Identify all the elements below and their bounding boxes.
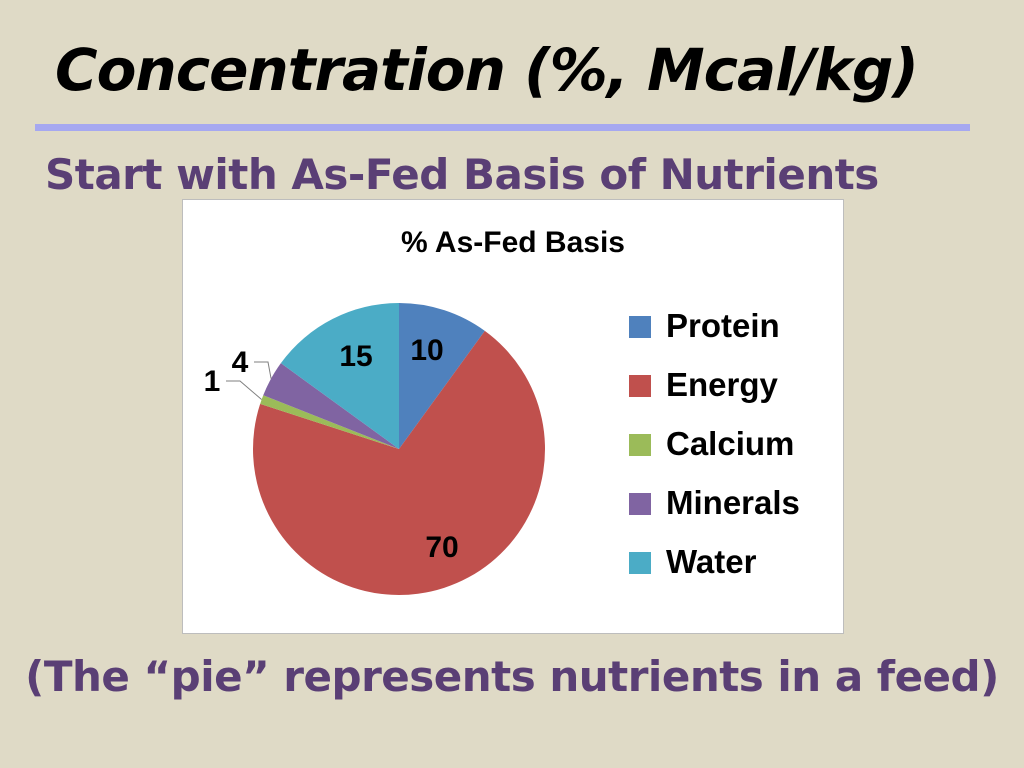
data-labels: 10 70 14 15 — [204, 334, 459, 564]
legend-swatch-energy — [629, 375, 651, 397]
slide-subtitle: Start with As-Fed Basis of Nutrients — [45, 150, 879, 199]
data-label-calcium: 1 — [204, 365, 221, 398]
data-label-energy: 70 — [425, 531, 458, 564]
pie-slices — [253, 303, 546, 595]
legend-label-protein: Protein — [666, 307, 780, 344]
legend-label-energy: Energy — [666, 366, 779, 403]
slide-caption: (The “pie” represents nutrients in a fee… — [25, 652, 999, 701]
leader-line-calcium — [226, 380, 262, 400]
pie-slice-calcium — [260, 395, 399, 449]
legend-swatch-minerals — [629, 493, 651, 515]
legend-label-water: Water — [666, 543, 757, 580]
data-label-minerals: 4 — [232, 346, 249, 379]
pie-slice-protein — [399, 303, 485, 449]
pie-slice-water — [280, 303, 399, 449]
leader-line-minerals — [254, 361, 272, 379]
leader-lines — [226, 361, 272, 400]
legend-swatch-calcium — [629, 434, 651, 456]
pie-chart: % As-Fed Basis 10 70 1 4 15 Protein Energy Cal… — [182, 199, 844, 634]
pie-chart-svg: % As-Fed Basis 10 70 14 15 Protein Energy Cal… — [204, 226, 800, 595]
data-label-protein: 10 — [410, 334, 443, 367]
legend-label-minerals: Minerals — [666, 484, 800, 521]
chart-legend: Protein Energy Calcium Minerals Water — [629, 307, 800, 580]
title-divider — [35, 124, 970, 131]
data-label-water: 15 — [339, 340, 372, 373]
pie-slice-minerals — [263, 363, 399, 449]
legend-swatch-water — [629, 552, 651, 574]
legend-label-calcium: Calcium — [666, 425, 794, 462]
slide-title: Concentration (%, Mcal/kg) — [55, 36, 919, 104]
chart-title: % As-Fed Basis — [401, 226, 625, 259]
pie-slice-energy — [253, 330, 546, 595]
legend-swatch-protein — [629, 316, 651, 338]
